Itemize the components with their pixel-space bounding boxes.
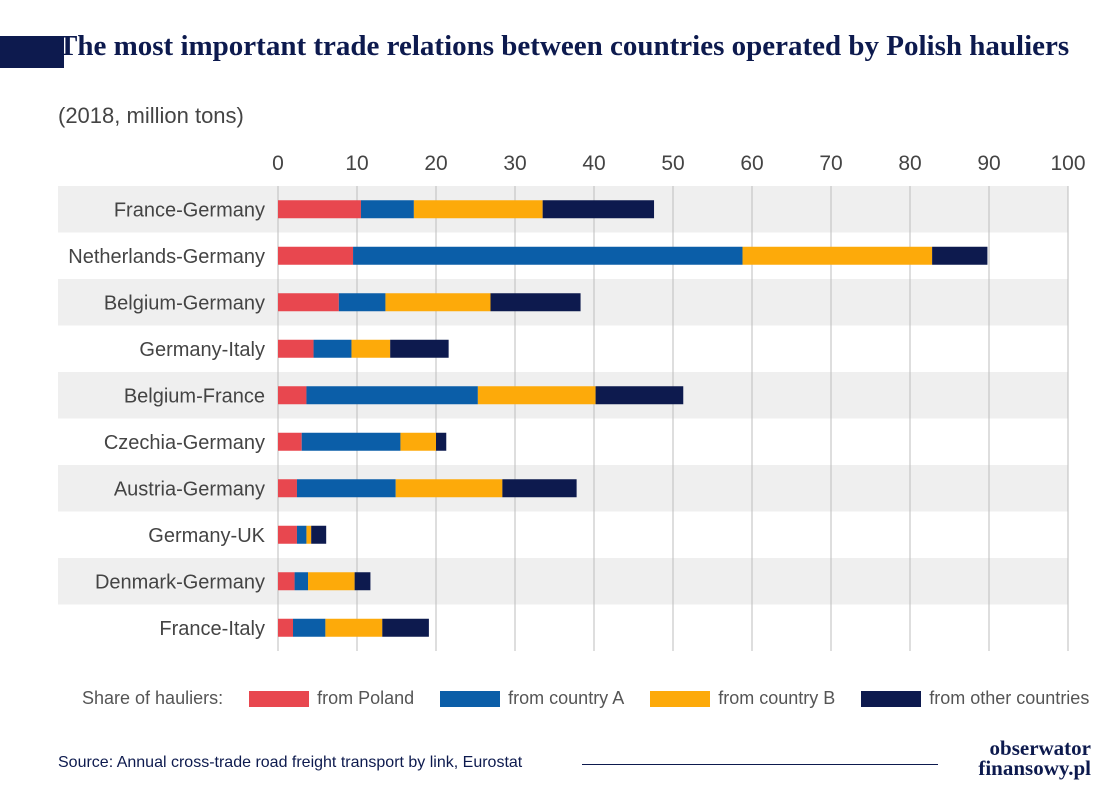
legend-swatch-country-a	[440, 690, 501, 707]
stacked-bar-chart: 0 10 20 30 40 50 60 70 80 90 100 France-Germany Neth…	[58, 152, 1086, 651]
bar-segment	[278, 200, 361, 219]
title-accent-block	[0, 36, 64, 68]
bar-segment	[502, 479, 577, 498]
category-label: Germany-UK	[148, 525, 265, 547]
category-label: France-Germany	[114, 199, 265, 221]
bar-segment	[296, 525, 307, 544]
chart-subtitle: (2018, million tons)	[58, 103, 244, 128]
x-tick-label: 20	[424, 152, 447, 175]
category-label: France-Italy	[159, 618, 265, 640]
bar-segment	[490, 293, 581, 312]
bar-segment	[390, 339, 449, 358]
legend-item-other: from other countries	[861, 688, 1089, 709]
bar-segment	[932, 246, 988, 265]
bar-segment	[313, 339, 352, 358]
bar-segment	[354, 572, 371, 591]
bar-segment	[296, 479, 396, 498]
x-tick-label: 40	[582, 152, 605, 175]
legend-swatch-poland	[249, 690, 310, 707]
legend: Share of hauliers: from Poland from coun…	[82, 688, 1089, 709]
bar-segment	[351, 339, 391, 358]
x-tick-label: 70	[819, 152, 842, 175]
category-label: Austria-Germany	[114, 478, 265, 500]
bar-segment	[278, 246, 354, 265]
legend-item-country-a: from country A	[440, 688, 624, 709]
bar-segment	[542, 200, 655, 219]
category-label: Germany-Italy	[139, 339, 265, 361]
bar-segment	[395, 479, 503, 498]
bar-segment	[278, 432, 302, 451]
bar-segment	[382, 618, 429, 637]
legend-item-country-b: from country B	[650, 688, 835, 709]
legend-title: Share of hauliers:	[82, 688, 224, 708]
x-tick-label: 50	[661, 152, 684, 175]
category-label: Belgium-Germany	[104, 292, 265, 314]
bar-segment	[325, 618, 383, 637]
legend-label-poland: from Poland	[317, 688, 415, 708]
source-note: Source: Annual cross-trade road freight …	[58, 754, 523, 771]
category-label: Denmark-Germany	[95, 571, 265, 593]
chart-title: The most important trade relations betwe…	[58, 30, 1070, 62]
x-tick-label: 100	[1050, 152, 1085, 175]
x-tick-label: 60	[740, 152, 763, 175]
bar-segment	[278, 339, 314, 358]
bar-segment	[353, 246, 743, 265]
brand-logo: obserwator finansowy.pl	[955, 736, 1091, 780]
bar-segment	[278, 618, 294, 637]
bar-segment	[477, 386, 596, 405]
bar-segment	[400, 432, 436, 451]
bar-segment	[595, 386, 684, 405]
source-divider	[582, 764, 938, 765]
logo-line-2: finansowy.pl	[978, 756, 1091, 780]
bar-segment	[385, 293, 491, 312]
bar-segment	[294, 572, 309, 591]
bar-segment	[278, 293, 339, 312]
bar-segment	[338, 293, 386, 312]
bar-segment	[278, 572, 295, 591]
legend-label-country-a: from country A	[508, 688, 625, 708]
legend-swatch-other	[861, 690, 922, 707]
bar-segment	[278, 479, 297, 498]
legend-label-country-b: from country B	[718, 688, 836, 708]
category-label: Netherlands-Germany	[68, 246, 265, 268]
bar-segment	[413, 200, 543, 219]
category-label: Belgium-France	[124, 385, 265, 407]
row-band	[58, 558, 1068, 605]
bar-segment	[278, 386, 307, 405]
logo-line-1: obserwator	[989, 736, 1091, 760]
category-label: Czechia-Germany	[104, 432, 265, 454]
bar-segment	[293, 618, 326, 637]
bar-segment	[306, 386, 478, 405]
x-tick-label: 90	[977, 152, 1000, 175]
x-tick-label: 30	[503, 152, 526, 175]
legend-label-other: from other countries	[929, 688, 1090, 708]
x-tick-label: 80	[898, 152, 921, 175]
bar-segment	[436, 432, 447, 451]
bar-segment	[360, 200, 414, 219]
legend-item-poland: from Poland	[249, 688, 414, 709]
bar-segment	[742, 246, 933, 265]
legend-swatch-country-b	[650, 690, 711, 707]
x-tick-label: 0	[272, 152, 284, 175]
bar-segment	[278, 525, 297, 544]
x-tick-label: 10	[345, 152, 368, 175]
bar-segment	[308, 572, 355, 591]
bar-segment	[311, 525, 327, 544]
bar-segment	[306, 525, 312, 544]
bar-segment	[301, 432, 401, 451]
